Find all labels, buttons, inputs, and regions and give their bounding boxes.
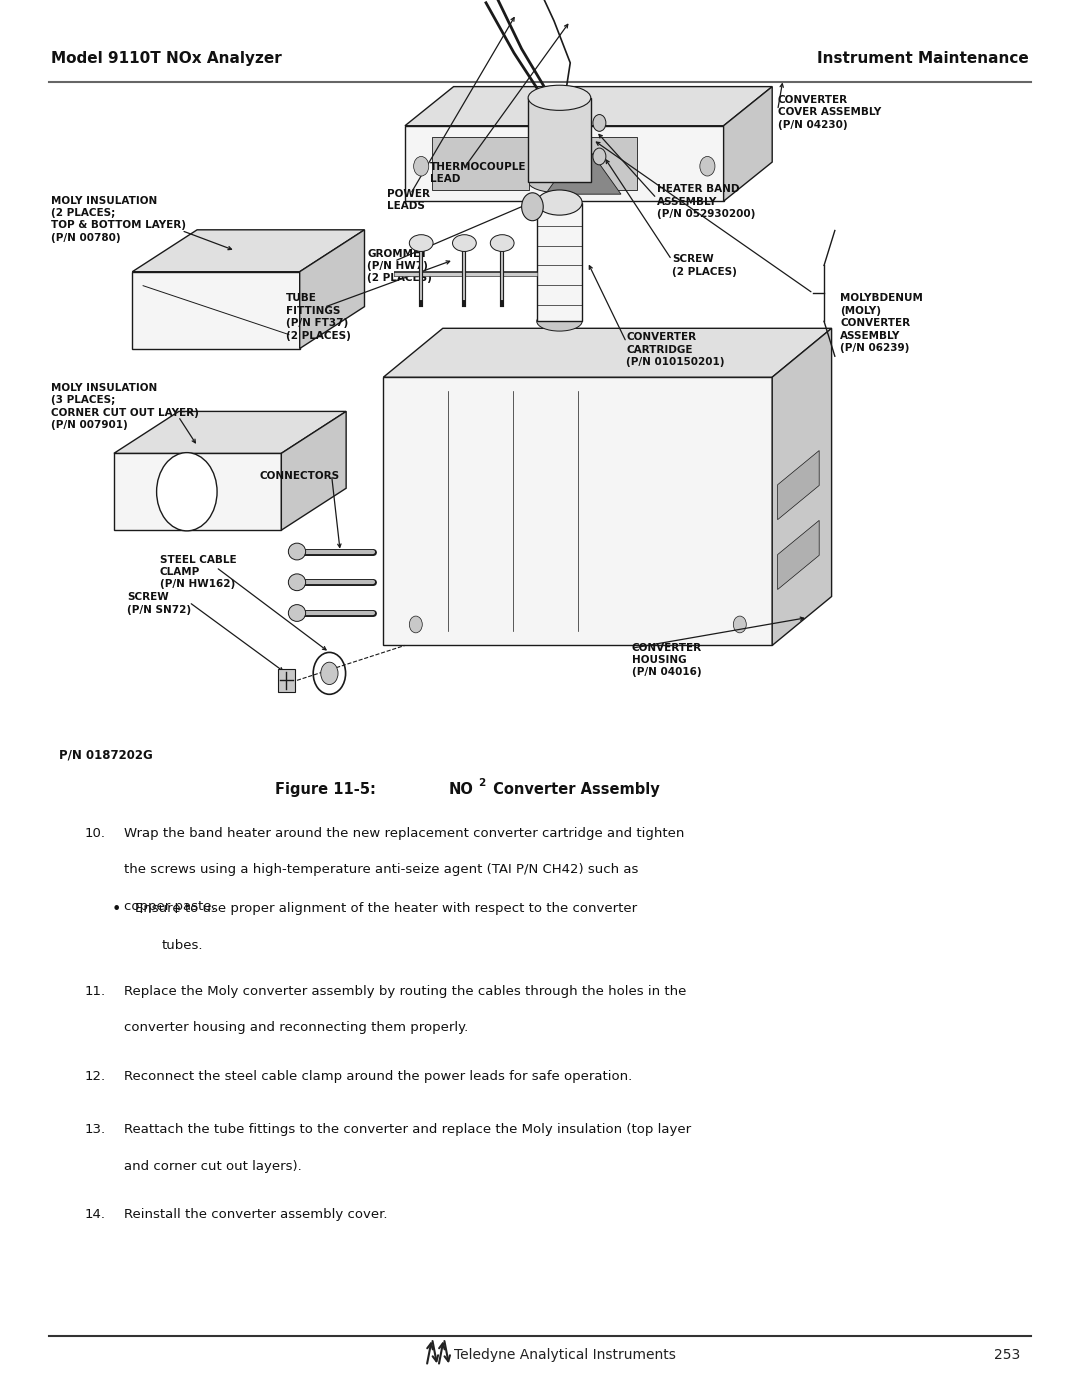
Polygon shape xyxy=(383,377,772,645)
Circle shape xyxy=(593,148,606,165)
Text: SCREW
(2 PLACES): SCREW (2 PLACES) xyxy=(672,254,737,277)
Polygon shape xyxy=(778,520,819,590)
Text: Teledyne Analytical Instruments: Teledyne Analytical Instruments xyxy=(454,1348,675,1362)
Text: P/N 0187202G: P/N 0187202G xyxy=(59,749,153,761)
Polygon shape xyxy=(772,328,832,645)
Polygon shape xyxy=(133,271,300,349)
Circle shape xyxy=(157,453,217,531)
Ellipse shape xyxy=(528,85,591,110)
Text: 253: 253 xyxy=(994,1348,1020,1362)
Text: CONVERTER
CARTRIDGE
(P/N 010150201): CONVERTER CARTRIDGE (P/N 010150201) xyxy=(626,332,725,367)
Text: Reconnect the steel cable clamp around the power leads for safe operation.: Reconnect the steel cable clamp around t… xyxy=(124,1070,633,1083)
Circle shape xyxy=(593,115,606,131)
Ellipse shape xyxy=(288,543,306,560)
Ellipse shape xyxy=(528,170,591,193)
Text: Converter Assembly: Converter Assembly xyxy=(488,782,660,798)
Text: HEATER BAND
ASSEMBLY
(P/N 052930200): HEATER BAND ASSEMBLY (P/N 052930200) xyxy=(657,184,755,219)
Circle shape xyxy=(522,193,543,221)
Polygon shape xyxy=(300,229,365,349)
Text: MOLYBDENUM
(MOLY)
CONVERTER
ASSEMBLY
(P/N 06239): MOLYBDENUM (MOLY) CONVERTER ASSEMBLY (P/… xyxy=(840,293,923,353)
Polygon shape xyxy=(778,450,819,520)
Text: and corner cut out layers).: and corner cut out layers). xyxy=(124,1160,302,1172)
Text: MOLY INSULATION
(3 PLACES;
CORNER CUT OUT LAYER)
(P/N 007901): MOLY INSULATION (3 PLACES; CORNER CUT OU… xyxy=(51,383,199,430)
Text: 14.: 14. xyxy=(84,1208,105,1221)
Text: CONVERTER
COVER ASSEMBLY
(P/N 04230): CONVERTER COVER ASSEMBLY (P/N 04230) xyxy=(778,95,881,130)
Polygon shape xyxy=(133,229,365,271)
Text: GROMMET
(P/N HW7)
(2 PLACES): GROMMET (P/N HW7) (2 PLACES) xyxy=(367,249,432,284)
Text: NO: NO xyxy=(448,782,473,798)
Bar xyxy=(562,137,637,190)
Polygon shape xyxy=(724,87,772,201)
Circle shape xyxy=(409,616,422,633)
Circle shape xyxy=(321,662,338,685)
Text: tubes.: tubes. xyxy=(162,939,203,951)
Text: the screws using a high-temperature anti-seize agent (TAI P/N CH42) such as: the screws using a high-temperature anti… xyxy=(124,863,638,876)
Ellipse shape xyxy=(537,190,582,215)
Bar xyxy=(537,203,582,321)
Bar xyxy=(278,669,295,692)
Text: Ensure to use proper alignment of the heater with respect to the converter: Ensure to use proper alignment of the he… xyxy=(135,902,637,915)
Text: 12.: 12. xyxy=(84,1070,106,1083)
Text: Model 9110T NOx Analyzer: Model 9110T NOx Analyzer xyxy=(51,50,282,66)
Text: 10.: 10. xyxy=(84,827,105,840)
Polygon shape xyxy=(282,411,346,529)
Text: CONNECTORS: CONNECTORS xyxy=(259,471,339,481)
Bar xyxy=(528,98,591,182)
Text: 13.: 13. xyxy=(84,1123,106,1136)
Text: SCREW
(P/N SN72): SCREW (P/N SN72) xyxy=(127,592,191,615)
Text: Instrument Maintenance: Instrument Maintenance xyxy=(818,50,1029,66)
Ellipse shape xyxy=(453,235,476,251)
Text: converter housing and reconnecting them properly.: converter housing and reconnecting them … xyxy=(124,1021,469,1034)
Text: MOLY INSULATION
(2 PLACES;
TOP & BOTTOM LAYER)
(P/N 00780): MOLY INSULATION (2 PLACES; TOP & BOTTOM … xyxy=(51,196,186,243)
Ellipse shape xyxy=(537,312,582,331)
Ellipse shape xyxy=(288,605,306,622)
Polygon shape xyxy=(383,328,832,377)
Text: Replace the Moly converter assembly by routing the cables through the holes in t: Replace the Moly converter assembly by r… xyxy=(124,985,687,997)
Bar xyxy=(432,137,529,190)
Text: POWER
LEADS: POWER LEADS xyxy=(387,189,430,211)
Ellipse shape xyxy=(490,235,514,251)
Text: THERMOCOUPLE
LEAD: THERMOCOUPLE LEAD xyxy=(430,162,526,184)
Ellipse shape xyxy=(288,574,306,591)
Text: TUBE
FITTINGS
(P/N FT37)
(2 PLACES): TUBE FITTINGS (P/N FT37) (2 PLACES) xyxy=(286,293,351,341)
Circle shape xyxy=(414,156,429,176)
Polygon shape xyxy=(405,126,724,201)
Polygon shape xyxy=(545,141,621,194)
Text: •: • xyxy=(111,902,121,918)
Text: Wrap the band heater around the new replacement converter cartridge and tighten: Wrap the band heater around the new repl… xyxy=(124,827,685,840)
Text: Reinstall the converter assembly cover.: Reinstall the converter assembly cover. xyxy=(124,1208,388,1221)
Text: Figure 11-5:: Figure 11-5: xyxy=(275,782,376,798)
Text: 2: 2 xyxy=(478,778,486,788)
Circle shape xyxy=(733,616,746,633)
Text: STEEL CABLE
CLAMP
(P/N HW162): STEEL CABLE CLAMP (P/N HW162) xyxy=(160,555,237,590)
Text: 11.: 11. xyxy=(84,985,106,997)
Ellipse shape xyxy=(409,235,433,251)
Polygon shape xyxy=(405,87,772,126)
Polygon shape xyxy=(114,411,346,453)
Text: copper paste.: copper paste. xyxy=(124,900,216,912)
Polygon shape xyxy=(114,453,282,529)
Text: Reattach the tube fittings to the converter and replace the Moly insulation (top: Reattach the tube fittings to the conver… xyxy=(124,1123,691,1136)
Text: CONVERTER
HOUSING
(P/N 04016): CONVERTER HOUSING (P/N 04016) xyxy=(632,643,702,678)
Circle shape xyxy=(700,156,715,176)
